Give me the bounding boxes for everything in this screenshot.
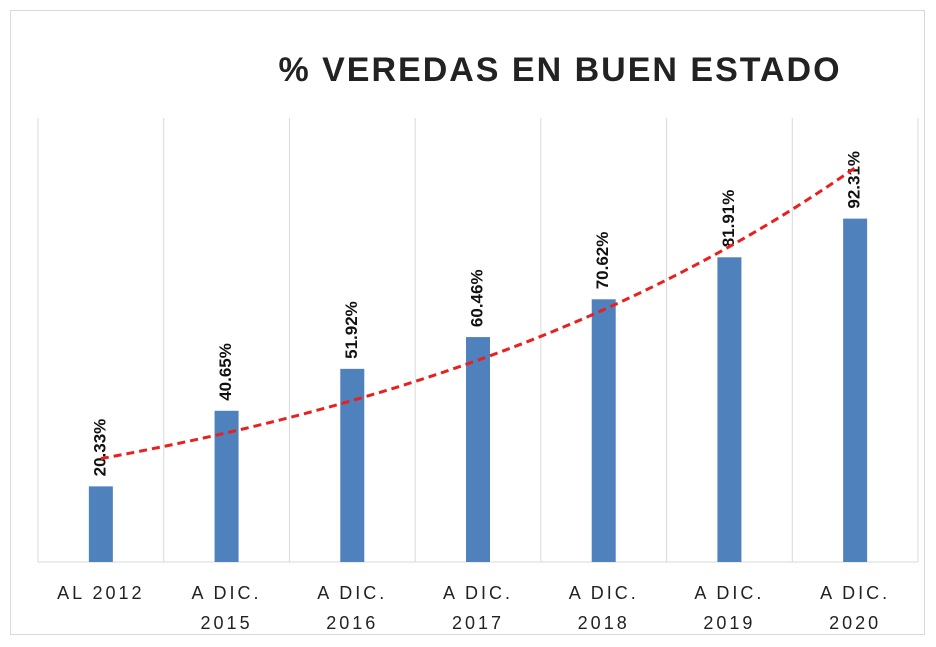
bar — [466, 337, 490, 562]
data-label: 40.65% — [216, 343, 235, 401]
data-label: 70.62% — [593, 232, 612, 290]
x-tick-label: A DIC. 2017 — [442, 583, 513, 633]
chart-border — [10, 10, 925, 635]
x-tick-label: AL 2012 — [57, 583, 145, 603]
trendline — [100, 166, 856, 461]
bar — [717, 257, 742, 562]
data-label: 51.92% — [342, 301, 361, 359]
bar — [88, 486, 113, 562]
chart-title: % VEREDAS EN BUEN ESTADO — [278, 51, 841, 89]
bar — [340, 368, 365, 562]
x-tick-label: A DIC. 2016 — [317, 583, 388, 633]
x-tick-label: A DIC. 2019 — [694, 583, 765, 633]
bar — [591, 299, 616, 562]
x-tick-label: A DIC. 2018 — [568, 583, 639, 633]
data-label: 60.46% — [467, 269, 486, 327]
x-tick-label: A DIC. 2015 — [191, 583, 262, 633]
bar — [843, 218, 868, 562]
data-label: 20.33% — [90, 419, 109, 477]
data-label: 81.91% — [719, 190, 738, 248]
x-tick-label: A DIC. 2020 — [820, 583, 891, 633]
data-label: 92.31% — [845, 151, 864, 209]
